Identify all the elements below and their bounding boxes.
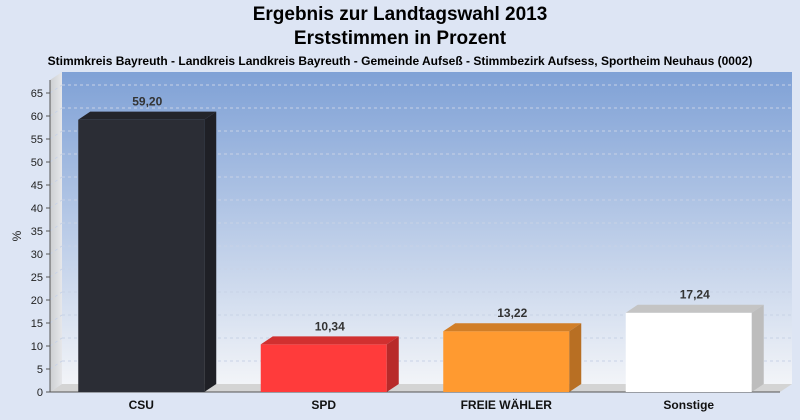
bar-side [204, 111, 217, 393]
bar-top [78, 111, 217, 120]
y-tick-label: 55 [31, 134, 43, 146]
chart-subtitle: Erststimmen in Prozent [293, 28, 507, 49]
grid-line-side [49, 107, 63, 117]
bar-side [569, 323, 582, 392]
chart-description: Stimmkreis Bayreuth - Landkreis Landkrei… [47, 54, 753, 68]
y-tick-label: 30 [31, 249, 43, 261]
bar-side [751, 304, 764, 392]
grid-line-side [49, 153, 63, 163]
x-tick-label: SPD [311, 398, 336, 412]
y-tick-label: 15 [31, 318, 43, 330]
plot-floor [50, 384, 792, 392]
y-tick-label: 50 [31, 157, 43, 169]
bar [260, 344, 387, 392]
y-tick-label: 10 [31, 341, 43, 353]
y-axis-label: % [10, 230, 24, 241]
chart-title: Ergebnis zur Landtagswahl 2013 [252, 4, 548, 25]
y-tick-label: 5 [37, 364, 43, 376]
grid-line-side [49, 268, 63, 278]
y-tick-label: 45 [31, 180, 43, 192]
data-label: 10,34 [315, 319, 345, 333]
data-label: 13,22 [497, 306, 527, 320]
grid-line-side [49, 337, 63, 347]
y-tick-label: 0 [37, 387, 43, 399]
grid-line-side [49, 360, 63, 370]
bar [78, 119, 205, 393]
y-tick-label: 20 [31, 295, 43, 307]
y-tick-label: 65 [31, 88, 43, 100]
grid-line-side [49, 130, 63, 140]
data-label: 59,20 [132, 95, 162, 109]
y-tick-label: 40 [31, 203, 43, 215]
grid-line-side [49, 84, 63, 94]
data-label: 17,24 [680, 288, 710, 302]
grid-line-side [49, 314, 63, 324]
bar [443, 331, 570, 392]
grid-line-side [49, 245, 63, 255]
plot-side-wall [50, 72, 62, 392]
grid-line-side [49, 222, 63, 232]
grid-line-side [49, 199, 63, 209]
x-tick-label: FREIE WÄHLER [461, 397, 553, 412]
grid-line-side [49, 176, 63, 186]
bar-top [443, 323, 582, 332]
y-tick-label: 60 [31, 111, 43, 123]
bar-top [260, 336, 399, 345]
grid-line-side [49, 291, 63, 301]
y-tick-label: 25 [31, 272, 43, 284]
x-tick-label: Sonstige [663, 398, 714, 412]
bar [625, 312, 752, 392]
x-tick-label: CSU [129, 398, 154, 412]
y-tick-label: 35 [31, 226, 43, 238]
bar-side [386, 336, 399, 392]
bar-top [625, 304, 764, 313]
